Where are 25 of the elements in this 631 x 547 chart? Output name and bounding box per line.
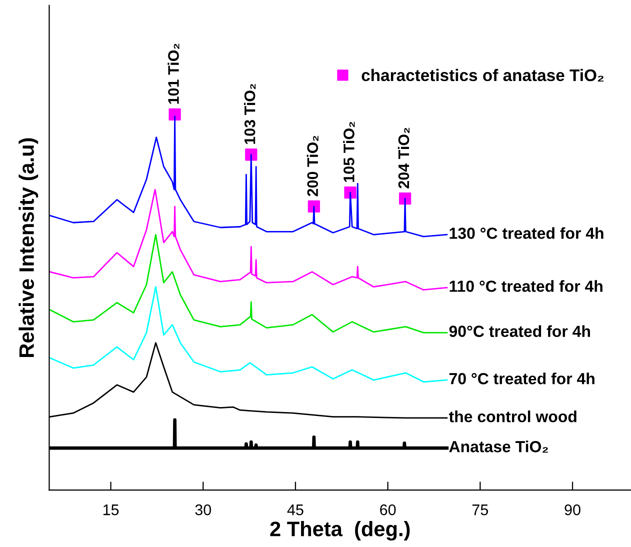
point (398, 192, 412, 205)
x-axis-title: 2 Theta (deg.) (270, 521, 410, 541)
series-label: 90°C treated for 4h (449, 325, 590, 337)
annotation: 204 TiO₂ (398, 128, 410, 188)
series-label: 110 °C treated for 4h (450, 280, 602, 292)
x-tick-label: 60 (380, 504, 396, 516)
x-tick-label: 90 (564, 504, 580, 516)
x-tick-label: 45 (287, 504, 304, 516)
x-tick-label: 30 (195, 504, 212, 516)
point (168, 108, 181, 120)
point (344, 186, 356, 199)
annotation: 103 TiO₂ (244, 84, 256, 144)
y-axis-title: Relative Intensity (a.u) (18, 138, 38, 357)
x-tick-label: 75 (472, 504, 488, 516)
x-tick-label: 15 (103, 504, 119, 516)
series-label: 130 °C treated for 4h (450, 227, 604, 239)
point (308, 200, 320, 213)
point (245, 148, 258, 161)
series-label: Anatase TiO₂ (449, 440, 548, 453)
annotation: 200 TiO₂ (306, 136, 318, 196)
legend-label: charactetistics of anatase TiO₂ (362, 68, 604, 82)
series-label: the control wood (448, 410, 576, 422)
annotation: 105 TiO₂ (343, 122, 355, 182)
series-label: 70 °C treated for 4h (449, 372, 594, 384)
annotation: 101 TiO₂ (168, 44, 180, 104)
